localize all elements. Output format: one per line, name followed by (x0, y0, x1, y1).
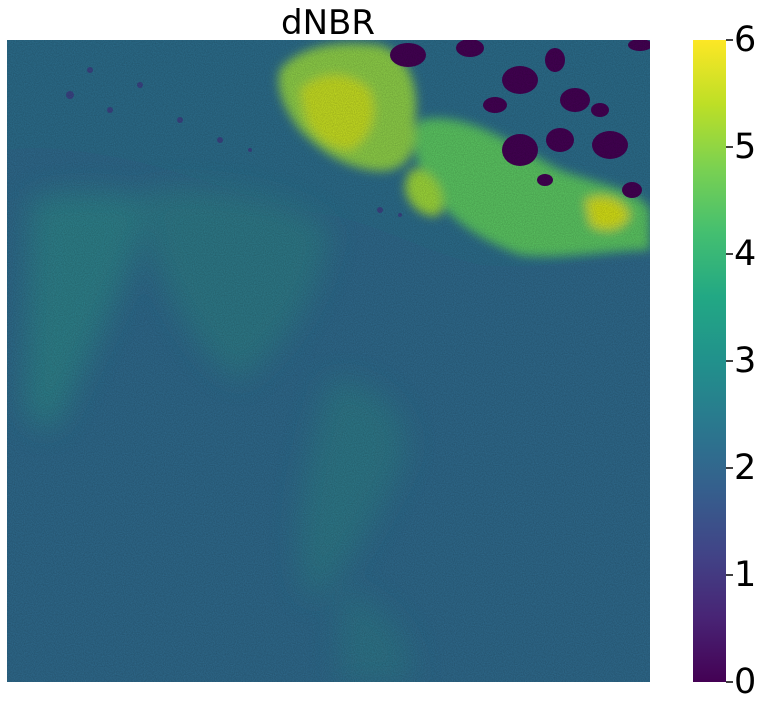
colorbar-tick-label: 0 (734, 662, 756, 702)
texture-overlay (7, 40, 650, 682)
chart-title: dNBR (281, 3, 375, 43)
dnbr-heatmap-image (7, 40, 650, 682)
colorbar-tick-label: 6 (734, 20, 756, 60)
colorbar-tick-label: 5 (734, 127, 756, 167)
colorbar (693, 40, 726, 682)
colorbar-tick-label: 4 (734, 234, 756, 274)
colorbar-tick-label: 2 (734, 448, 756, 488)
colorbar-tick-label: 1 (734, 555, 756, 595)
colorbar-tick-label: 3 (734, 341, 756, 381)
colorbar-axis: 0 1 2 3 4 5 6 (726, 20, 756, 702)
